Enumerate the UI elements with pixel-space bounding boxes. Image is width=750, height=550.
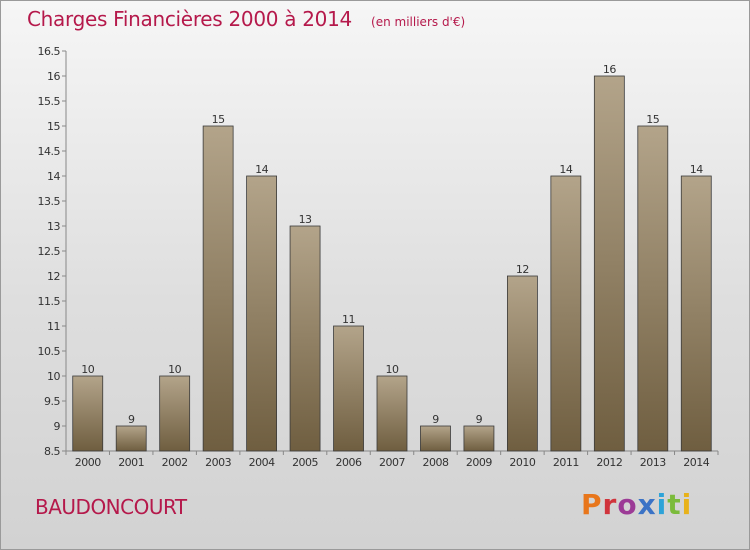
x-tick-label: 2011 (553, 456, 579, 469)
y-tick-label: 9 (54, 420, 61, 433)
logo-letter: i (681, 488, 693, 521)
y-tick-label: 12.5 (38, 245, 61, 258)
x-tick-label: 2008 (422, 456, 448, 469)
logo-letter: t (667, 488, 682, 521)
x-tick-label: 2006 (336, 456, 362, 469)
bar-2007 (376, 375, 408, 452)
data-label: 15 (212, 113, 225, 126)
x-tick-label: 2012 (596, 456, 622, 469)
logo-letter: r (602, 488, 618, 521)
x-tick-label: 2013 (640, 456, 666, 469)
data-label: 14 (690, 163, 703, 176)
x-tick-label: 2002 (162, 456, 188, 469)
data-label: 14 (559, 163, 572, 176)
data-label: 14 (255, 163, 268, 176)
data-label: 16 (603, 63, 616, 76)
y-tick-label: 14 (47, 170, 60, 183)
x-tick-label: 2003 (205, 456, 231, 469)
bar-2005 (289, 225, 321, 452)
bar-2004 (246, 175, 278, 452)
data-label: 12 (516, 263, 529, 276)
logo-letter: i (656, 488, 668, 521)
bar-2001 (115, 425, 147, 452)
bars (72, 75, 712, 452)
bar-2006 (333, 325, 364, 452)
chart-title: Charges Financières 2000 à 2014 (27, 7, 352, 31)
data-label: 13 (299, 213, 312, 226)
y-tick-label: 13 (47, 220, 60, 233)
x-tick-label: 2009 (466, 456, 492, 469)
x-tick-label: 2010 (509, 456, 535, 469)
y-tick-label: 12 (47, 270, 60, 283)
bar-2012 (593, 75, 625, 452)
bar-2002 (159, 375, 191, 452)
bar-2013 (637, 125, 669, 452)
data-label: 11 (342, 313, 355, 326)
y-tick-label: 15 (47, 120, 60, 133)
axes: 8.5 9 9.5 10 10.5 11 11.5 12 12.5 13 13.5 14 14.5 15 1… (38, 45, 719, 458)
title-area: Charges Financières 2000 à 2014 (en mill… (27, 7, 465, 31)
data-label: 9 (128, 413, 135, 426)
bar-2000 (72, 375, 104, 452)
logo-letter: o (617, 488, 638, 521)
y-tick-label: 9.5 (44, 395, 60, 408)
y-tick-label: 15.5 (38, 95, 61, 108)
data-label: 9 (476, 413, 483, 426)
y-tick-label: 14.5 (38, 145, 61, 158)
y-tick-label: 8.5 (44, 445, 60, 458)
proxiti-logo: Proxiti (581, 488, 692, 521)
x-tick-label: 2001 (118, 456, 144, 469)
data-label: 9 (432, 413, 439, 426)
bar-2009 (463, 425, 495, 452)
data-label: 10 (168, 363, 181, 376)
logo-letter: x (637, 488, 657, 521)
bar-2010 (506, 275, 538, 452)
y-tick-label: 16.5 (38, 45, 61, 58)
data-label: 10 (81, 363, 94, 376)
logo-letter: P (581, 488, 603, 521)
y-tick-label: 16 (47, 70, 60, 83)
y-tick-label: 10.5 (38, 345, 61, 358)
bar-2014 (680, 175, 712, 452)
x-tick-label: 2004 (249, 456, 275, 469)
x-tick-label: 2005 (292, 456, 318, 469)
bar-2008 (420, 425, 451, 452)
y-tick-label: 11.5 (38, 295, 61, 308)
labels: 2000 10 2001 9 2002 10 2003 15 2004 14 2005 13 2006 1… (75, 63, 711, 469)
x-tick-label: 2000 (75, 456, 101, 469)
data-label: 10 (386, 363, 399, 376)
bar-2011 (550, 175, 582, 452)
x-tick-label: 2014 (683, 456, 709, 469)
y-tick-label: 11 (47, 320, 60, 333)
y-tick-label: 10 (47, 370, 60, 383)
y-tick-label: 13.5 (38, 195, 61, 208)
chart-subtitle: (en milliers d'€) (371, 15, 466, 29)
commune-name: BAUDONCOURT (35, 495, 187, 519)
bar-2003 (202, 125, 234, 452)
x-tick-label: 2007 (379, 456, 405, 469)
data-label: 15 (646, 113, 659, 126)
